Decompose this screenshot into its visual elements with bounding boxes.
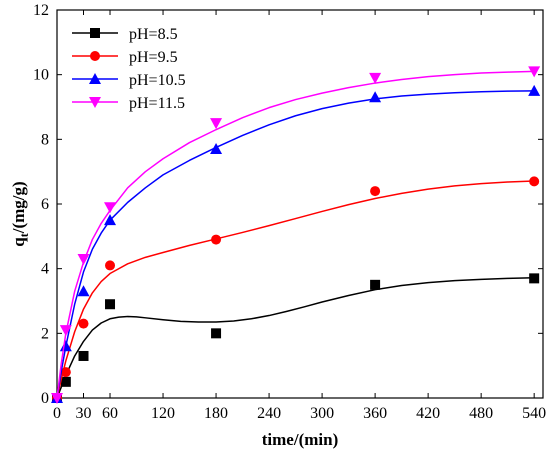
legend-label: pH=10.5	[129, 72, 186, 89]
data-point	[59, 325, 72, 337]
data-point	[529, 273, 540, 284]
data-point	[528, 66, 541, 78]
legend-marker	[90, 51, 100, 61]
legend-marker	[89, 73, 101, 84]
x-tick-label: 30	[76, 405, 92, 422]
y-tick-label: 10	[33, 67, 49, 84]
legend-label: pH=8.5	[129, 26, 178, 43]
x-tick-label: 480	[469, 405, 493, 422]
series-fit-line	[56, 276, 535, 399]
plot-area	[56, 9, 544, 399]
data-point	[210, 143, 223, 155]
data-point	[105, 299, 116, 310]
series-fit-line	[56, 90, 535, 399]
series-layer	[51, 66, 541, 404]
data-point	[529, 176, 540, 187]
data-point	[211, 234, 222, 245]
y-tick-label: 8	[41, 131, 49, 148]
data-point	[51, 393, 63, 404]
y-tick-label: 6	[41, 196, 49, 213]
y-axis-title-suffix: /(mg/g)	[9, 181, 28, 234]
series-fit-line	[56, 70, 535, 399]
y-axis-title-base: q	[9, 237, 28, 247]
y-tick-label: 0	[41, 390, 49, 407]
y-tick-label: 2	[41, 325, 49, 342]
legend-marker	[89, 97, 101, 108]
x-axis: 0 30 60 120 180 240 300 360 420 480 540	[53, 10, 546, 422]
data-point	[78, 350, 89, 361]
series-group	[51, 84, 541, 403]
series-fit-line	[56, 180, 535, 399]
x-tick-label: 60	[102, 405, 118, 422]
plot-frame	[56, 9, 544, 399]
data-point	[369, 91, 382, 103]
x-tick-label: 120	[151, 405, 175, 422]
data-point	[104, 214, 117, 226]
y-axis-title: qt/(mg/g)	[9, 181, 31, 246]
x-tick-label: 540	[522, 405, 546, 422]
x-tick-label: 420	[416, 405, 440, 422]
data-point	[528, 84, 541, 96]
series-group	[51, 66, 541, 404]
y-tick-label: 4	[41, 261, 49, 278]
x-tick-label: 180	[204, 405, 228, 422]
data-point	[77, 285, 90, 297]
x-tick-label: 300	[310, 405, 334, 422]
data-point	[370, 186, 381, 197]
data-point	[210, 118, 223, 130]
y-axis-title-subscript: t	[17, 233, 31, 237]
data-point	[211, 328, 222, 339]
series-group	[52, 176, 540, 403]
data-point	[77, 253, 90, 265]
legend: pH=8.5 pH=9.5 pH=10.5 pH=11.5	[72, 26, 186, 112]
legend-label: pH=11.5	[129, 95, 185, 112]
y-tick-label: 12	[33, 2, 49, 19]
data-point	[104, 202, 117, 214]
x-axis-title: time/(min)	[262, 430, 338, 449]
data-point	[369, 72, 382, 84]
series-group	[52, 273, 540, 403]
legend-marker	[90, 28, 100, 38]
data-point	[78, 318, 89, 329]
data-point	[105, 260, 116, 271]
x-tick-label: 0	[53, 405, 61, 422]
x-tick-label: 240	[257, 405, 281, 422]
data-point	[60, 376, 71, 387]
data-point	[60, 367, 71, 378]
legend-label: pH=9.5	[129, 49, 178, 66]
data-point	[370, 279, 381, 290]
x-tick-label: 360	[363, 405, 387, 422]
